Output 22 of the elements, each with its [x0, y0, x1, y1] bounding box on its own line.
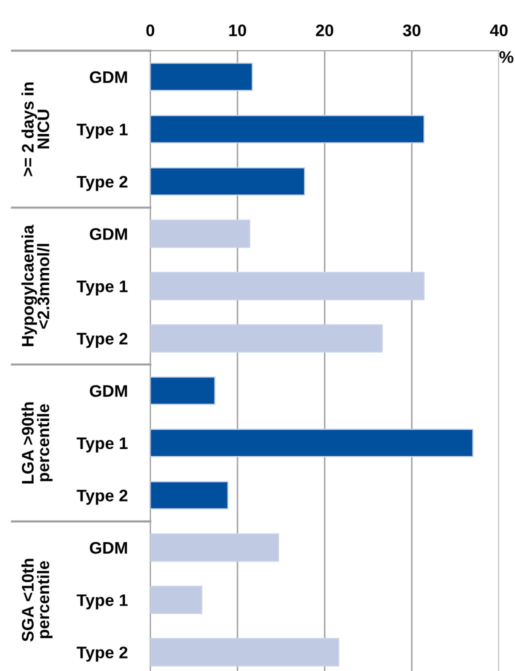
y-tick-label: GDM	[90, 385, 127, 397]
y-tick-label: Type 2	[76, 332, 128, 348]
x-tick-label: 30	[402, 24, 420, 36]
y-tick-label: GDM	[90, 71, 127, 84]
x-tick-label: 20	[316, 24, 334, 36]
x-tick-label: 0	[146, 24, 154, 36]
y-tick-label: Type 2	[76, 490, 128, 505]
x-tick-label: 10	[229, 24, 246, 36]
text: LGA >90th percentile	[21, 402, 53, 484]
y-tick-label: Type 1	[76, 280, 128, 296]
x-tick-label: 40	[490, 24, 508, 36]
y-tick-label: Type 1	[76, 124, 128, 139]
y-tick-label: Type 1	[76, 438, 128, 452]
text: SGA <10th percentile	[21, 558, 53, 642]
text: Hypogylcaemia <2.3mmol/l	[21, 224, 50, 346]
y-tick-label: GDM	[90, 228, 127, 240]
text: >= 2 days in NICU	[21, 82, 50, 176]
x-axis-title: %	[499, 51, 514, 63]
y-tick-label: GDM	[90, 542, 127, 554]
y-tick-label: Type 1	[76, 594, 128, 610]
y-tick-label: Type 2	[76, 176, 128, 191]
y-tick-label: Type 2	[76, 646, 128, 662]
